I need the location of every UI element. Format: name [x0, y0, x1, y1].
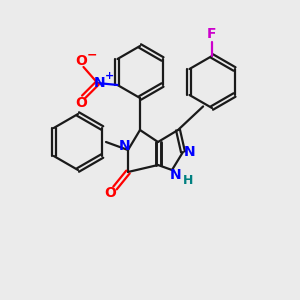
- Text: N: N: [94, 76, 105, 90]
- Text: +: +: [105, 71, 114, 81]
- Text: F: F: [207, 27, 217, 41]
- Text: O: O: [104, 186, 116, 200]
- Text: O: O: [76, 54, 87, 68]
- Text: O: O: [76, 96, 87, 110]
- Text: N: N: [119, 139, 131, 153]
- Text: H: H: [183, 173, 193, 187]
- Text: N: N: [184, 145, 196, 159]
- Text: N: N: [170, 168, 182, 182]
- Text: −: −: [86, 49, 97, 62]
